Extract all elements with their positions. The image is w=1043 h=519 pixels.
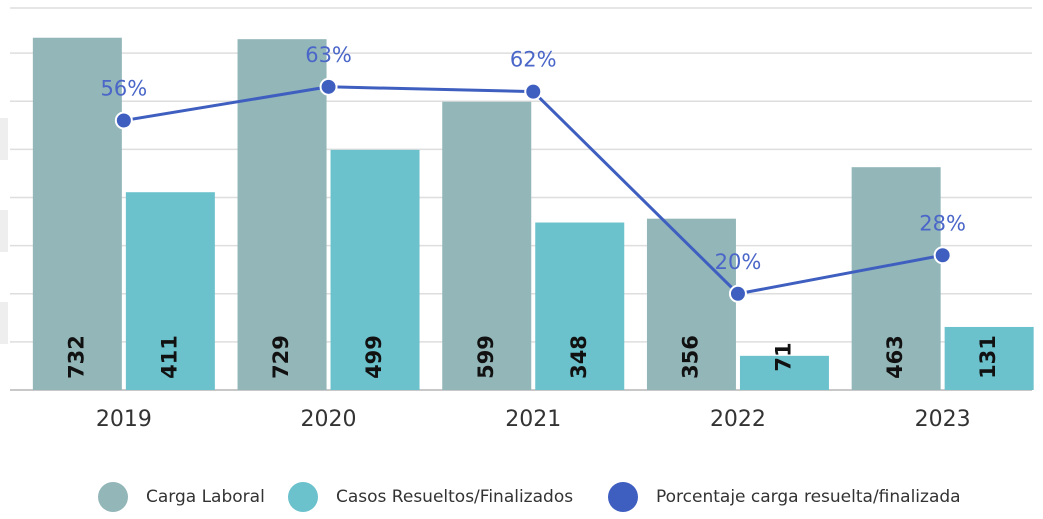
value-label: 463: [883, 335, 907, 379]
value-label: 62%: [510, 48, 557, 72]
value-label: 56%: [101, 77, 148, 101]
value-label: 28%: [919, 211, 966, 235]
value-label: 729: [269, 335, 293, 379]
value-label: 348: [567, 335, 591, 379]
value-label: 499: [362, 335, 386, 379]
line-point: [728, 284, 747, 303]
bar: [237, 39, 327, 390]
legend-label: Carga Laboral: [146, 487, 265, 507]
value-label: 411: [157, 335, 181, 379]
bar: [851, 167, 941, 390]
decoration: [0, 302, 8, 344]
line-point: [319, 77, 338, 96]
value-label: 71: [771, 342, 795, 371]
legend-label: Casos Resueltos/Finalizados: [336, 487, 573, 507]
x-tick-label: 2023: [915, 407, 971, 432]
legend-swatch: [608, 482, 638, 512]
bar: [32, 37, 122, 390]
legend-swatch: [98, 482, 128, 512]
value-label: 63%: [305, 43, 352, 67]
value-label: 732: [64, 335, 88, 379]
line-point: [933, 246, 952, 265]
value-label: 20%: [715, 250, 762, 274]
x-tick-label: 2020: [301, 407, 357, 432]
x-tick-label: 2019: [96, 407, 152, 432]
x-tick-label: 2022: [710, 407, 766, 432]
bar: [330, 149, 420, 390]
value-label: 131: [976, 335, 1000, 379]
line-point: [114, 111, 133, 130]
x-tick-label: 2021: [505, 407, 561, 432]
bar: [125, 192, 215, 390]
bar: [944, 326, 1034, 390]
line-point: [524, 82, 543, 101]
bar: [535, 222, 625, 390]
value-label: 356: [678, 335, 702, 379]
value-label: 599: [474, 335, 498, 379]
bar: [739, 355, 829, 390]
legend-swatch: [288, 482, 318, 512]
bar: [442, 101, 532, 390]
legend-label: Porcentaje carga resuelta/finalizada: [656, 487, 961, 507]
decoration: [0, 210, 8, 252]
decoration: [0, 118, 8, 160]
